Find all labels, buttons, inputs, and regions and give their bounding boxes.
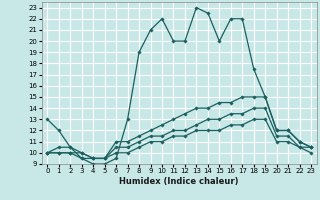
- X-axis label: Humidex (Indice chaleur): Humidex (Indice chaleur): [119, 177, 239, 186]
